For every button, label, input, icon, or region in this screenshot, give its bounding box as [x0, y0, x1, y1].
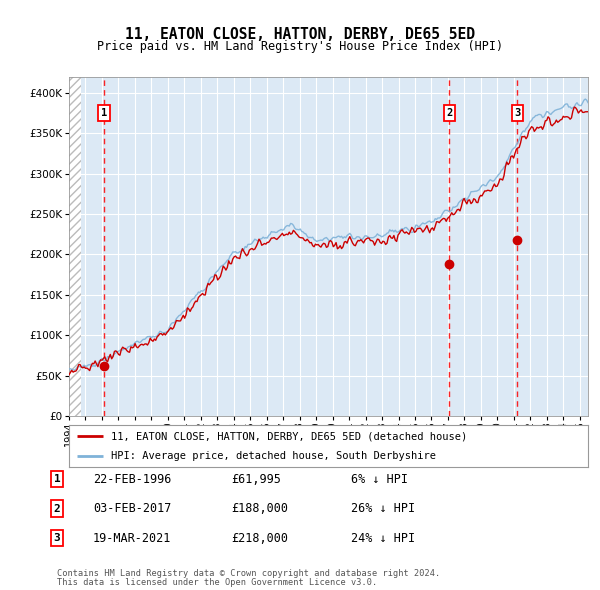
Text: 3: 3	[53, 533, 61, 543]
Text: 22-FEB-1996: 22-FEB-1996	[93, 473, 172, 486]
Text: Price paid vs. HM Land Registry's House Price Index (HPI): Price paid vs. HM Land Registry's House …	[97, 40, 503, 53]
Text: £61,995: £61,995	[231, 473, 281, 486]
Text: 1: 1	[101, 108, 107, 118]
Text: 1: 1	[53, 474, 61, 484]
Text: 3: 3	[514, 108, 520, 118]
Text: £218,000: £218,000	[231, 532, 288, 545]
Text: HPI: Average price, detached house, South Derbyshire: HPI: Average price, detached house, Sout…	[110, 451, 436, 461]
Text: 26% ↓ HPI: 26% ↓ HPI	[351, 502, 415, 515]
Text: £188,000: £188,000	[231, 502, 288, 515]
Text: Contains HM Land Registry data © Crown copyright and database right 2024.: Contains HM Land Registry data © Crown c…	[57, 569, 440, 578]
Text: 11, EATON CLOSE, HATTON, DERBY, DE65 5ED: 11, EATON CLOSE, HATTON, DERBY, DE65 5ED	[125, 27, 475, 42]
Text: 2: 2	[53, 504, 61, 513]
Text: 19-MAR-2021: 19-MAR-2021	[93, 532, 172, 545]
Text: 11, EATON CLOSE, HATTON, DERBY, DE65 5ED (detached house): 11, EATON CLOSE, HATTON, DERBY, DE65 5ED…	[110, 431, 467, 441]
Text: This data is licensed under the Open Government Licence v3.0.: This data is licensed under the Open Gov…	[57, 578, 377, 588]
Text: 03-FEB-2017: 03-FEB-2017	[93, 502, 172, 515]
Text: 2: 2	[446, 108, 452, 118]
Text: 24% ↓ HPI: 24% ↓ HPI	[351, 532, 415, 545]
Text: 6% ↓ HPI: 6% ↓ HPI	[351, 473, 408, 486]
